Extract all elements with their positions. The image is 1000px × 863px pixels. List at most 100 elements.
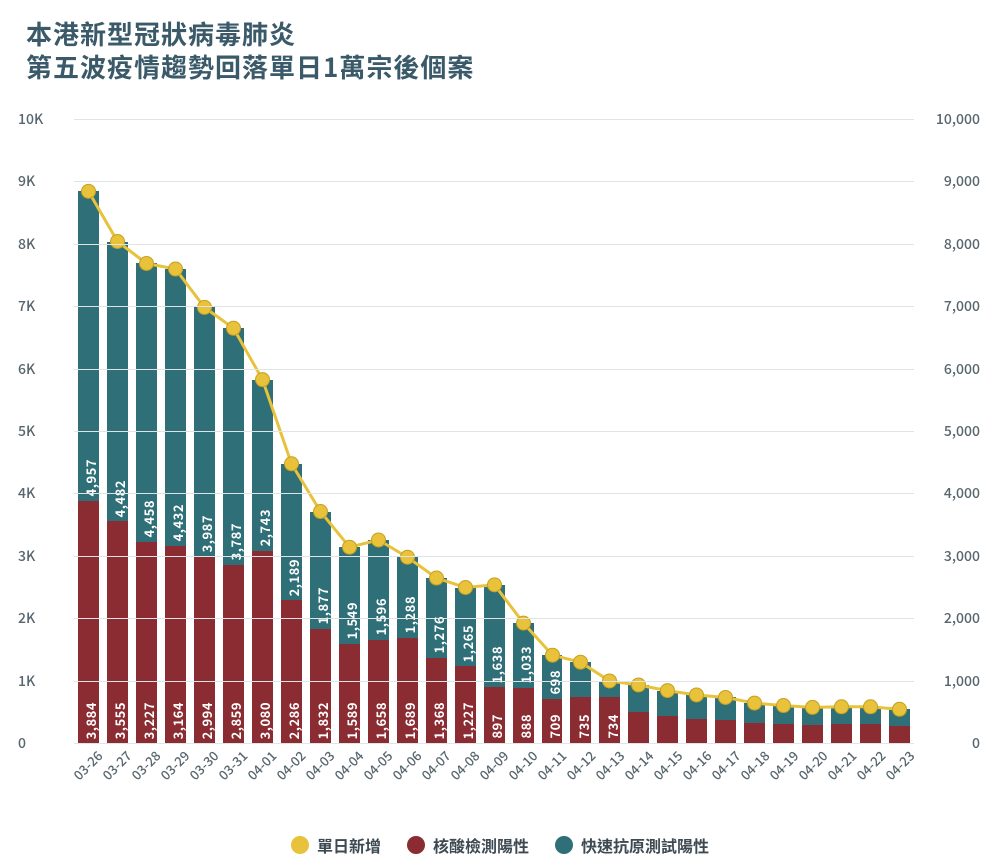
x-tick-label: 04-20 (793, 746, 831, 784)
x-tick-label: 04-06 (388, 746, 426, 784)
x-tick-label: 04-12 (562, 746, 600, 784)
bar-value-label-top: 698 (545, 670, 564, 695)
bar-value-label-top: 1,276 (429, 616, 448, 653)
y-tick-left: 6K (18, 359, 72, 379)
legend-item: 快速抗原測試陽性 (555, 833, 709, 857)
x-tick-slot: 04-12 (568, 743, 593, 801)
bar-segment-bottom (744, 723, 765, 743)
bar-stack (686, 695, 707, 743)
x-tick-slot: 03-31 (221, 743, 246, 801)
y-tick-right: 10,000 (926, 109, 980, 129)
x-tick-slot: 03-26 (76, 743, 101, 801)
gridline (74, 181, 914, 182)
bar-value-label-bottom: 1,227 (458, 702, 477, 739)
legend-item: 核酸檢測陽性 (407, 833, 529, 857)
bar-value-label-bottom: 2,994 (197, 702, 216, 739)
legend-swatch (407, 836, 425, 854)
y-tick-left: 9K (18, 171, 72, 191)
x-tick-slot: 04-13 (597, 743, 622, 801)
bar-stack (831, 707, 852, 743)
x-tick-slot: 04-23 (887, 743, 912, 801)
bar-segment-top (860, 707, 881, 724)
x-tick-label: 04-21 (822, 746, 860, 784)
bar-stack (252, 380, 273, 743)
y-tick-left: 10K (18, 109, 72, 129)
bar-value-label-top: 4,957 (81, 459, 100, 496)
plot-area: 3,8844,9573,5554,4823,2274,4583,1644,432… (74, 119, 914, 743)
bar-value-label-top: 4,432 (168, 504, 187, 541)
x-tick-label: 04-13 (591, 746, 629, 784)
x-tick-slot: 04-04 (337, 743, 362, 801)
x-tick-slot: 03-29 (163, 743, 188, 801)
bar-value-label-top: 4,458 (139, 500, 158, 537)
bar-value-label-top: 2,743 (255, 509, 274, 546)
legend-label: 核酸檢測陽性 (433, 833, 529, 857)
bar-value-label-bottom: 709 (545, 714, 564, 739)
gridline (74, 244, 914, 245)
y-tick-right: 0 (926, 733, 980, 753)
bar-stack (657, 691, 678, 743)
x-tick-slot: 04-01 (250, 743, 275, 801)
x-tick-slot: 04-19 (771, 743, 796, 801)
x-tick-slot: 04-22 (858, 743, 883, 801)
x-tick-slot: 04-02 (279, 743, 304, 801)
bar-segment-bottom (802, 725, 823, 743)
x-tick-slot: 03-27 (105, 743, 130, 801)
legend-item: 單日新增 (291, 833, 381, 857)
bar-stack (715, 697, 736, 743)
bar-segment-top (657, 691, 678, 716)
gridline (74, 119, 914, 120)
x-tick-slot: 04-14 (626, 743, 651, 801)
bar-value-label-bottom: 3,227 (139, 702, 158, 739)
x-tick-slot: 04-03 (308, 743, 333, 801)
y-tick-left: 2K (18, 608, 72, 628)
bar-segment-top (715, 697, 736, 719)
x-tick-label: 04-09 (475, 746, 513, 784)
x-tick-slot: 03-30 (192, 743, 217, 801)
y-tick-right: 2,000 (926, 608, 980, 628)
bar-segment-bottom (686, 719, 707, 743)
x-tick-label: 04-04 (330, 746, 368, 784)
y-tick-right: 3,000 (926, 546, 980, 566)
bar-value-label-top: 1,596 (371, 598, 390, 635)
x-tick-slot: 03-28 (134, 743, 159, 801)
y-tick-right: 6,000 (926, 359, 980, 379)
x-tick-slot: 04-06 (395, 743, 420, 801)
bar-value-label-top: 1,549 (342, 602, 361, 639)
bar-value-label-bottom: 1,368 (429, 702, 448, 739)
bar-segment-top (889, 709, 910, 725)
y-tick-right: 9,000 (926, 171, 980, 191)
legend-label: 快速抗原測試陽性 (581, 833, 709, 857)
bar-value-label-top: 1,288 (400, 596, 419, 633)
bar-value-label-bottom: 735 (574, 714, 593, 739)
x-tick-label: 04-02 (272, 746, 310, 784)
bar-value-label-bottom: 888 (516, 714, 535, 739)
bar-value-label-bottom: 1,658 (371, 702, 390, 739)
bar-stack (860, 707, 881, 743)
bar-stack (802, 707, 823, 743)
y-tick-left: 0 (18, 733, 72, 753)
bar-value-label-bottom: 3,164 (168, 702, 187, 739)
y-tick-left: 4K (18, 483, 72, 503)
legend: 單日新增 核酸檢測陽性 快速抗原測試陽性 (0, 833, 1000, 857)
legend-swatch (555, 836, 573, 854)
x-tick-label: 04-19 (764, 746, 802, 784)
x-tick-label: 04-11 (533, 746, 571, 784)
bar-value-label-bottom: 1,589 (342, 702, 361, 739)
y-tick-right: 8,000 (926, 234, 980, 254)
bar-segment-top (802, 707, 823, 724)
x-tick-label: 04-05 (359, 746, 397, 784)
x-tick-label: 04-14 (619, 746, 657, 784)
y-tick-right: 7,000 (926, 296, 980, 316)
x-tick-slot: 04-11 (540, 743, 565, 801)
bar-value-label-top: 1,265 (458, 625, 477, 662)
gridline (74, 681, 914, 682)
bar-stack (744, 703, 765, 743)
bar-stack (628, 685, 649, 743)
x-tick-label: 04-18 (735, 746, 773, 784)
bar-segment-bottom (715, 720, 736, 743)
x-tick-slot: 04-20 (800, 743, 825, 801)
bar-segment-bottom (889, 726, 910, 743)
x-tick-slot: 04-05 (366, 743, 391, 801)
y-axis-right: 01,0002,0003,0004,0005,0006,0007,0008,00… (926, 119, 980, 743)
